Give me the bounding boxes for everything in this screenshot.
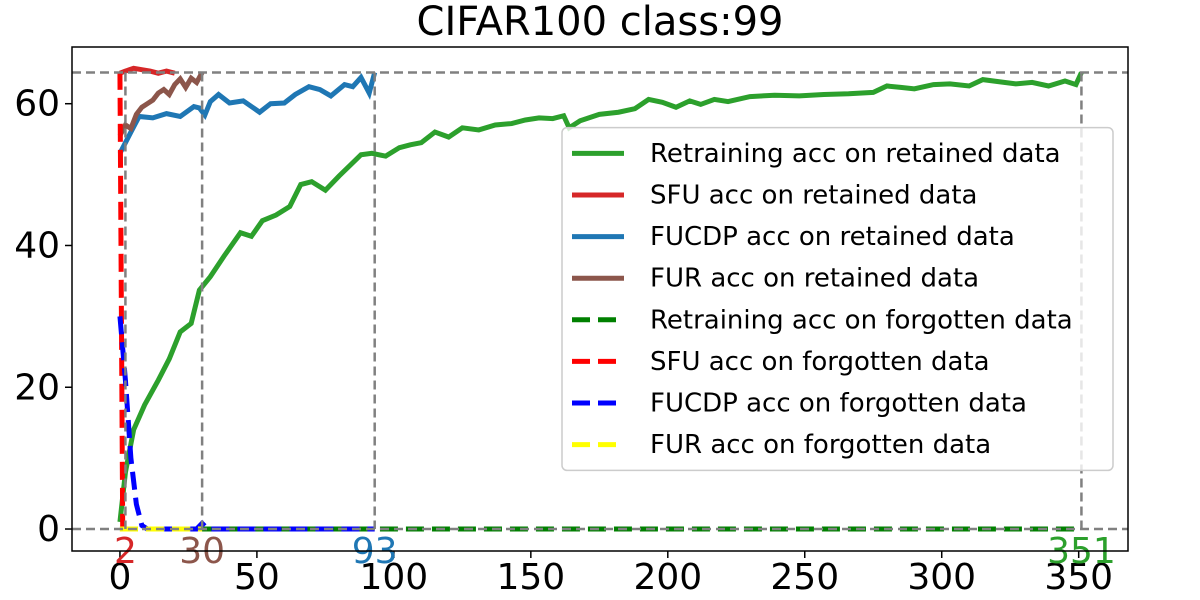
legend-label: Retraining acc on retained data (650, 139, 1061, 169)
data-line (117, 71, 1084, 523)
legend-label: FUR acc on retained data (650, 264, 979, 294)
legend-label: FUCDP acc on retained data (650, 222, 1015, 252)
data-line (117, 316, 375, 532)
x-tick-label: 0 (108, 557, 131, 598)
data-line (119, 65, 176, 76)
y-tick-label: 60 (14, 84, 60, 125)
y-tick-label: 40 (14, 225, 60, 266)
legend-label: FUR acc on forgotten data (650, 430, 991, 460)
y-tick-label: 20 (14, 367, 60, 408)
x-tick-label: 250 (770, 557, 839, 598)
x-tick-label: 100 (360, 557, 429, 598)
legend: Retraining acc on retained data SFU acc o… (561, 126, 1114, 472)
x-tick-label: 50 (234, 557, 280, 598)
legend-label: Retraining acc on forgotten data (650, 305, 1073, 335)
x-tick-label: 200 (633, 557, 702, 598)
legend-box (561, 126, 1114, 472)
data-line (117, 71, 378, 155)
legend-label: SFU acc on forgotten data (650, 347, 990, 377)
x-tick-label: 300 (907, 557, 976, 598)
legend-label: SFU acc on retained data (650, 181, 977, 211)
x-tick-label: 350 (1044, 557, 1113, 598)
legend-label: FUCDP acc on forgotten data (650, 389, 1027, 419)
plot-frame (71, 46, 1129, 552)
x-tick-label: 150 (496, 557, 565, 598)
data-line (117, 71, 205, 137)
chart-title: CIFAR100 class:99 (417, 0, 784, 45)
y-tick-label: 0 (37, 509, 60, 550)
